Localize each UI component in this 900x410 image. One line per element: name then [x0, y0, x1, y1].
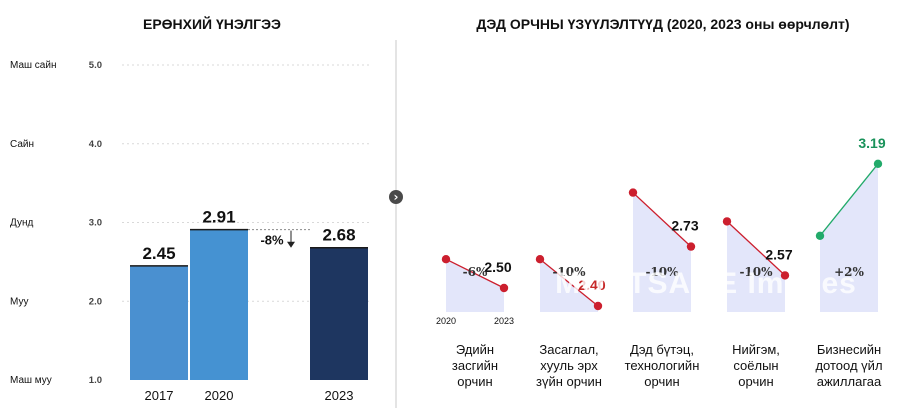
- x-category-label: 2020: [205, 388, 234, 403]
- change-percent: -10%: [739, 265, 773, 279]
- change-percent: -6%: [463, 265, 488, 279]
- level-label: Маш сайн: [10, 60, 56, 71]
- value-label-2023: 2.50: [484, 259, 511, 275]
- point-2020: [815, 231, 825, 240]
- bar: [130, 265, 188, 380]
- change-percent: +2%: [834, 265, 864, 279]
- x-category-label: 2023: [325, 388, 354, 403]
- y-tick-label: 4.0: [89, 139, 102, 150]
- year-label-2020: 2020: [436, 316, 456, 326]
- bar: [190, 229, 248, 380]
- y-tick-label: 2.0: [89, 296, 102, 307]
- series-line: [632, 192, 692, 248]
- bar-value-label: 2.45: [142, 244, 175, 263]
- value-label-2023: 3.19: [858, 135, 885, 151]
- sub-chart-label: орчин: [644, 374, 679, 389]
- right-sub-charts: 2.50-6%Эдийнзасгийнорчин2.40-10%Засаглал…: [436, 135, 886, 389]
- left-x-categories: 2017 2020 2023: [145, 388, 354, 403]
- sub-chart-area: [633, 192, 691, 312]
- sub-chart-area: [727, 221, 785, 312]
- point-2020: [722, 217, 732, 226]
- y-tick-label: 1.0: [89, 375, 102, 386]
- left-bars: 2.45 2.91 2.68: [130, 208, 368, 380]
- right-chart-title: ДЭД ОРЧНЫ ҮЗҮҮЛЭЛТҮҮД (2020, 2023 оны өө…: [476, 16, 849, 32]
- left-y-ticks: 1.0 2.0 3.0 4.0 5.0: [89, 60, 102, 386]
- sub-chart-label: соёлын: [733, 358, 778, 373]
- sub-chart-area: [820, 163, 878, 312]
- watermark: MONTSAME Images: [555, 267, 857, 300]
- level-label: Маш муу: [10, 375, 52, 386]
- x-category-label: 2017: [145, 388, 174, 403]
- y-tick-label: 3.0: [89, 218, 102, 229]
- y-tick-label: 5.0: [89, 60, 102, 71]
- left-change-marker: -8%: [248, 229, 310, 248]
- point-2023: [780, 271, 790, 280]
- value-label-2023: 2.73: [671, 218, 698, 234]
- value-label-2023: 2.40: [578, 277, 605, 293]
- series-line: [539, 258, 599, 307]
- year-label-2023: 2023: [494, 316, 514, 326]
- sub-chart-area: [446, 259, 504, 312]
- sub-chart-label: Засаглал,: [539, 342, 598, 357]
- sub-chart-label: Нийгэм,: [732, 342, 780, 357]
- value-label-2023: 2.57: [765, 246, 792, 262]
- change-percent: -10%: [645, 265, 679, 279]
- point-2023: [593, 301, 603, 311]
- sub-chart-label: зүйн орчин: [536, 374, 602, 389]
- sub-chart-label: хууль эрх: [540, 358, 598, 373]
- bar-value-label: 2.91: [202, 208, 235, 227]
- bar-value-label: 2.68: [322, 226, 355, 245]
- bar: [310, 247, 368, 380]
- svg-text:›: ›: [394, 190, 399, 204]
- change-percent: -10%: [552, 265, 586, 279]
- point-2020: [628, 188, 638, 197]
- sub-chart-area: [540, 259, 598, 312]
- series-line: [819, 163, 879, 237]
- left-level-labels: Маш муу Муу Дунд Сайн Маш сайн: [10, 60, 56, 386]
- point-2023: [873, 159, 883, 168]
- level-label: Сайн: [10, 139, 34, 150]
- sub-chart-label: орчин: [738, 374, 773, 389]
- series-line: [726, 220, 786, 276]
- point-2020: [535, 255, 545, 264]
- chevron-right-icon[interactable]: ›: [389, 190, 403, 204]
- left-chart-title: ЕРӨНХИЙ ҮНЭЛГЭЭ: [143, 15, 281, 32]
- change-arrow-head: [287, 241, 295, 248]
- sub-chart-label: Дэд бүтэц,: [630, 342, 694, 357]
- level-label: Дунд: [10, 218, 34, 229]
- sub-chart-label: орчин: [457, 374, 492, 389]
- point-2023: [499, 283, 509, 293]
- sub-chart-label: дотоод үйл: [815, 358, 882, 373]
- sub-chart-label: технологийн: [625, 358, 700, 373]
- sub-chart-label: ажиллагаа: [817, 374, 882, 389]
- series-line: [445, 258, 505, 289]
- sub-chart-label: Эдийн: [456, 342, 494, 357]
- level-label: Муу: [10, 296, 28, 307]
- sub-chart-label: засгийн: [452, 358, 498, 373]
- point-2020: [441, 255, 451, 264]
- point-2023: [686, 242, 696, 251]
- sub-chart-label: Бизнесийн: [817, 342, 881, 357]
- change-label: -8%: [260, 233, 284, 248]
